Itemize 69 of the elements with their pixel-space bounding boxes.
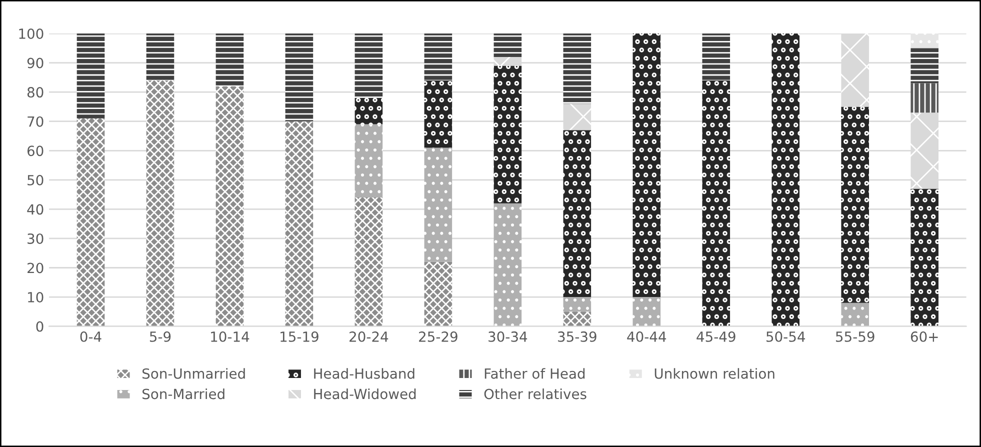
legend-label: Unknown relation (654, 368, 774, 379)
y-tick-label: 70 (28, 116, 44, 127)
bar (354, 34, 383, 98)
bar (424, 262, 452, 326)
y-tick-label: 60 (27, 146, 44, 156)
legend-label: Son-Married (142, 388, 224, 400)
bar (146, 34, 174, 80)
y-tick-label: 40 (27, 204, 44, 215)
bar (424, 34, 452, 80)
y-tick-label: 80 (27, 87, 44, 98)
bar (841, 34, 869, 107)
bar (424, 148, 452, 262)
y-tick-label: 90 (27, 58, 44, 68)
bar (910, 83, 938, 113)
y-tick-label: 30 (28, 233, 44, 244)
legend-label: Other relatives (484, 388, 586, 400)
bar (563, 312, 592, 326)
bar (702, 34, 730, 80)
y-tick-label: 100 (19, 28, 44, 39)
bar (910, 34, 938, 48)
x-tick-label: 30-34 (488, 331, 528, 342)
bar (563, 104, 592, 130)
x-tick-label: 35-39 (558, 331, 596, 342)
bar (285, 34, 314, 122)
y-tick-label: 50 (28, 174, 44, 186)
legend-label: Head-Widowed (314, 388, 416, 400)
x-tick-label: 5-9 (150, 331, 171, 342)
bar (563, 130, 592, 298)
bar (76, 118, 105, 326)
x-tick-label: 20-24 (350, 331, 388, 342)
bar (494, 56, 522, 66)
bar (632, 297, 661, 326)
bar (563, 297, 592, 312)
bar (354, 98, 383, 124)
bar (910, 188, 938, 326)
bar (285, 121, 314, 326)
legend-label: Father of Head (484, 368, 585, 379)
x-tick-label: 45-49 (696, 331, 736, 342)
bar (216, 86, 244, 326)
bar (910, 112, 938, 189)
bar (354, 124, 383, 198)
legend-label: Head-Husband (314, 368, 414, 379)
bar (494, 66, 522, 204)
x-tick-label: 40-44 (627, 331, 666, 342)
bar (632, 34, 661, 298)
x-tick-label: 0-4 (80, 331, 102, 342)
bar (563, 34, 592, 104)
x-tick-label: 10-14 (211, 331, 250, 342)
bar (216, 34, 244, 86)
x-tick-label: 60+ (910, 331, 938, 342)
x-tick-label: 15-19 (280, 331, 318, 342)
bar (76, 34, 105, 118)
legend-label: Son-Unmarried (142, 368, 245, 379)
y-tick-label: 0 (36, 321, 44, 332)
y-tick-label: 20 (28, 262, 44, 274)
bar (841, 106, 869, 303)
bar (354, 197, 383, 326)
bar (910, 48, 938, 84)
bar (494, 203, 522, 326)
bar (841, 302, 869, 326)
bar (702, 80, 730, 326)
bar (772, 34, 800, 326)
x-tick-label: 55-59 (836, 331, 874, 342)
bar (146, 80, 174, 326)
y-tick-label: 10 (28, 292, 44, 303)
bar (494, 34, 522, 57)
x-tick-label: 25-29 (419, 331, 458, 342)
bar (424, 80, 452, 148)
x-tick-label: 50-54 (766, 331, 806, 342)
